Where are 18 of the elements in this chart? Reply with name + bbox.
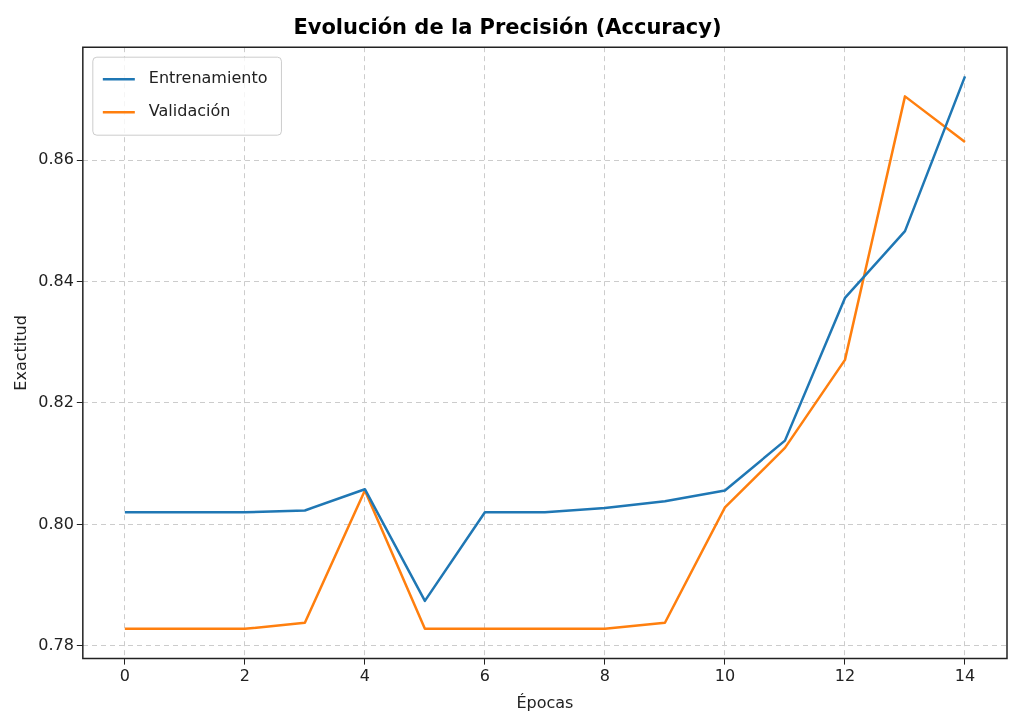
x-tick-label: 4 <box>359 666 370 686</box>
x-axis-title: Épocas <box>516 692 574 712</box>
chart-title: Evolución de la Precisión (Accuracy) <box>293 15 722 40</box>
y-tick-label: 0.80 <box>38 513 74 533</box>
legend-label: Validación <box>148 101 231 121</box>
x-tick-label: 2 <box>239 666 250 686</box>
x-tick-label: 10 <box>714 666 736 686</box>
x-tick-label: 8 <box>599 666 611 686</box>
y-tick-label: 0.86 <box>38 149 74 169</box>
x-tick-label: 14 <box>954 666 976 686</box>
y-tick-label: 0.84 <box>38 270 74 290</box>
x-tick-label: 6 <box>479 666 490 686</box>
y-tick-label: 0.78 <box>38 635 74 655</box>
y-axis-title: Exactitud <box>10 315 30 391</box>
x-tick-label: 12 <box>834 666 856 686</box>
y-tick-label: 0.82 <box>38 392 74 412</box>
x-tick-label: 0 <box>119 666 130 686</box>
legend-label: Entrenamiento <box>148 68 268 88</box>
